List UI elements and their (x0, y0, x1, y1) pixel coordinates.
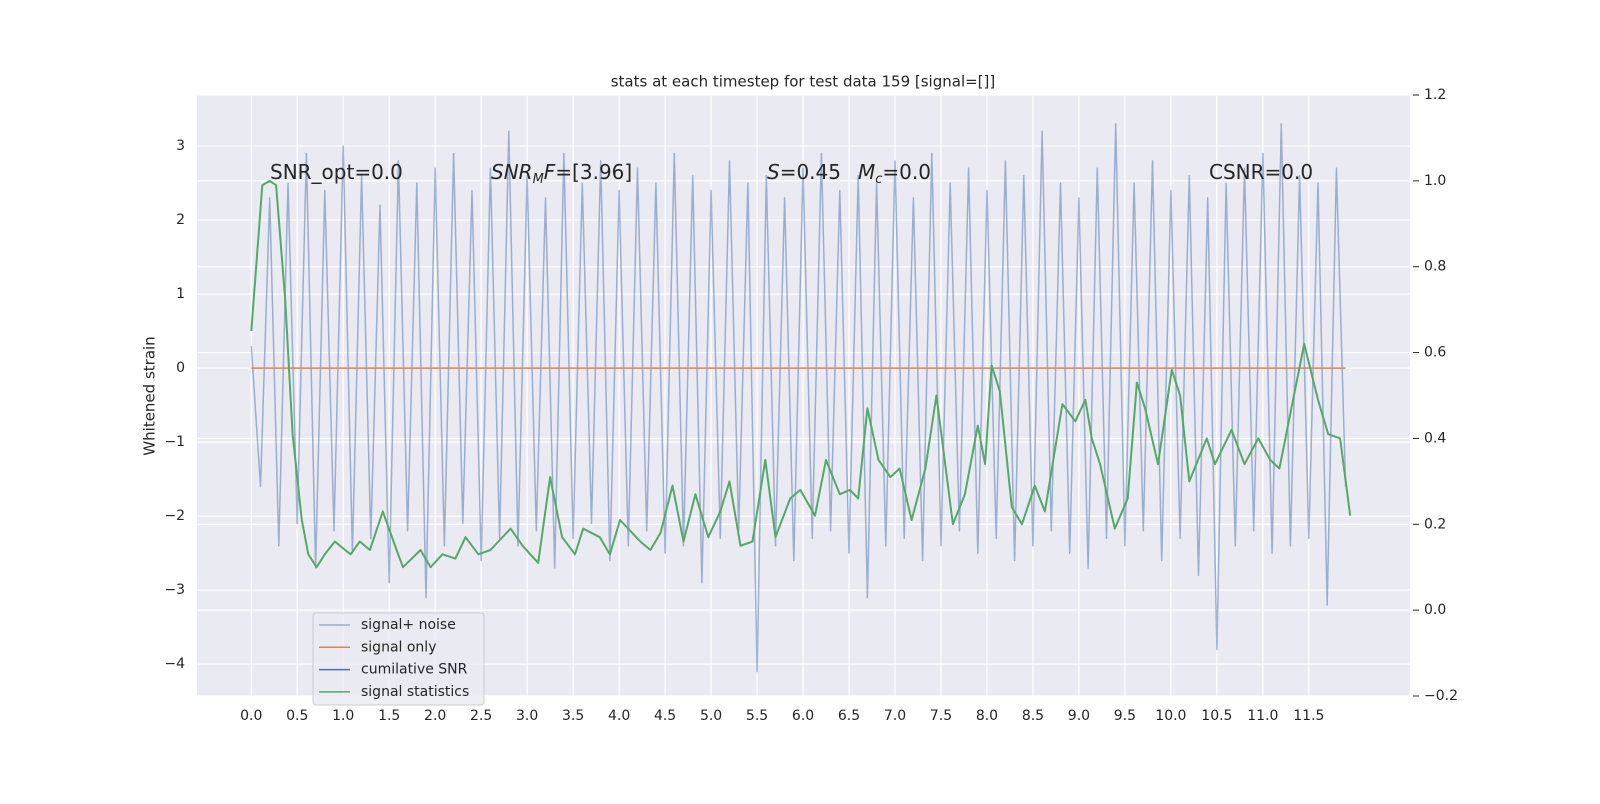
x-tick-label: 2.0 (424, 708, 446, 724)
series-line (250, 179, 1352, 569)
y2-tick-label: 0.6 (1424, 345, 1446, 361)
legend-label: signal statistics (361, 684, 469, 700)
x-tick-label: 6.5 (838, 708, 860, 724)
annotation: SNRMF=[3.96] (491, 160, 632, 187)
x-tick-label: 5.0 (700, 708, 722, 724)
x-tick-label: 1.0 (332, 708, 354, 724)
x-tick-label: 8.5 (1022, 708, 1044, 724)
annotation-part: M (533, 172, 544, 187)
x-tick-label: 11.0 (1247, 708, 1278, 724)
legend-label: signal+ noise (361, 617, 456, 633)
x-tick-label: 3.5 (562, 708, 584, 724)
y-tick-label: −3 (164, 582, 185, 598)
annotation-part: M (858, 160, 875, 184)
x-tick-label: 8.0 (976, 708, 998, 724)
x-tick-label: 11.5 (1293, 708, 1324, 724)
annotation-part: SNR_opt=0.0 (270, 160, 403, 184)
annotation: Mc=0.0 (858, 160, 931, 187)
x-tick-label: 1.5 (378, 708, 400, 724)
annotation-part: F (544, 160, 556, 184)
y-tick-label: 2 (176, 212, 185, 228)
legend: signal+ noise signal only cumilative SNR si… (312, 612, 485, 706)
x-tick-label: 9.5 (1114, 708, 1136, 724)
x-tick-label: 4.0 (608, 708, 630, 724)
annotation: CSNR=0.0 (1209, 160, 1313, 184)
x-tick-label: 10.5 (1201, 708, 1232, 724)
x-tick-label: 6.0 (792, 708, 814, 724)
annotation-part: =0.0 (882, 160, 931, 184)
y-tick-label: 0 (176, 360, 185, 376)
x-tick-label: 7.0 (884, 708, 906, 724)
x-tick-label: 9.0 (1068, 708, 1090, 724)
legend-box (312, 612, 485, 706)
x-tick-label: 3.0 (516, 708, 538, 724)
x-tick-label: 4.5 (654, 708, 676, 724)
annotation-part: c (875, 172, 882, 187)
annotation-part: CSNR=0.0 (1209, 160, 1313, 184)
x-tick-label: 0.0 (240, 708, 262, 724)
chart-title: stats at each timestep for test data 159… (611, 73, 996, 91)
annotation: S=0.45 (767, 160, 841, 184)
x-tick-label: 5.5 (746, 708, 768, 724)
annotation-part: =0.45 (780, 160, 841, 184)
y-tick-label: −1 (164, 434, 185, 450)
annotation: SNR_opt=0.0 (270, 160, 403, 184)
x-tick-label: 7.5 (930, 708, 952, 724)
x-tick-label: 10.0 (1155, 708, 1186, 724)
annotation-part: SNR (491, 160, 533, 184)
annotation-part: S (767, 160, 780, 184)
y2-tick-label: 0.2 (1424, 516, 1446, 532)
y-tick-label: −4 (164, 656, 185, 672)
y-tick-label: −2 (164, 508, 185, 524)
y2-tick-label: 0.4 (1424, 430, 1446, 446)
y2-tick-label: −0.2 (1424, 688, 1458, 704)
y-axis-label: Whitened strain (141, 336, 159, 455)
y2-tick-label: 1.2 (1424, 87, 1446, 103)
y2-tick-label: 0.0 (1424, 602, 1446, 618)
x-tick-label: 0.5 (286, 708, 308, 724)
y-tick-label: 3 (176, 138, 185, 154)
y2-tick-label: 0.8 (1424, 259, 1446, 275)
legend-label: signal only (361, 639, 436, 655)
y2-tick-label: 1.0 (1424, 173, 1446, 189)
legend-label: cumilative SNR (361, 662, 468, 678)
annotation-part: =[3.96] (555, 160, 632, 184)
series-line (250, 123, 1347, 673)
x-tick-label: 2.5 (470, 708, 492, 724)
y-tick-label: 1 (176, 286, 185, 302)
